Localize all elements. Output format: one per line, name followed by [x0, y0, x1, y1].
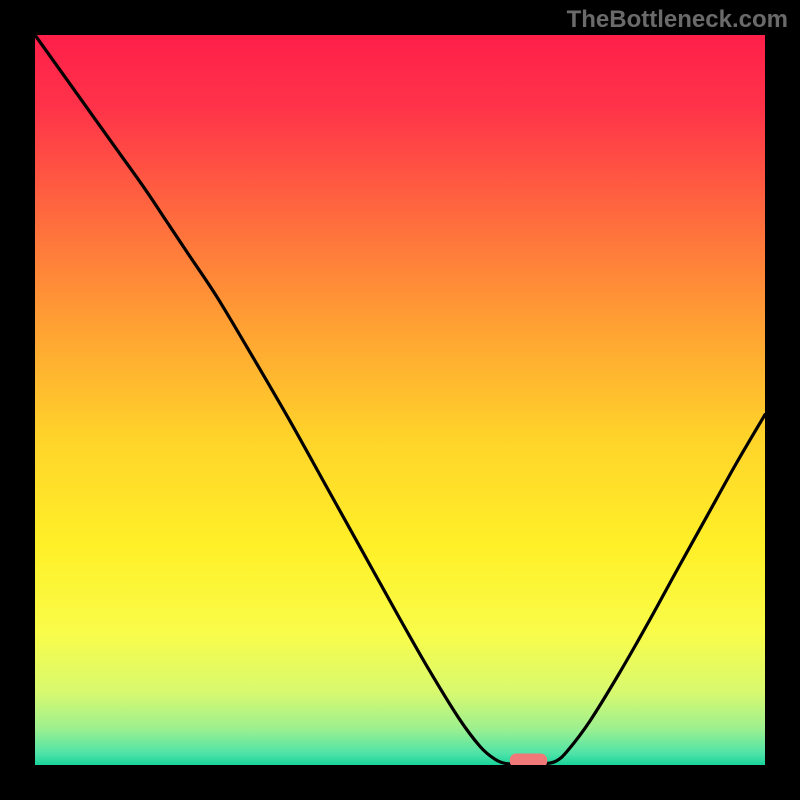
- plot-area: [35, 35, 765, 765]
- bottleneck-curve: [35, 35, 765, 764]
- optimal-marker: [510, 754, 546, 765]
- chart-container: TheBottleneck.com: [0, 0, 800, 800]
- watermark-text: TheBottleneck.com: [567, 6, 788, 34]
- curve-layer: [35, 35, 765, 765]
